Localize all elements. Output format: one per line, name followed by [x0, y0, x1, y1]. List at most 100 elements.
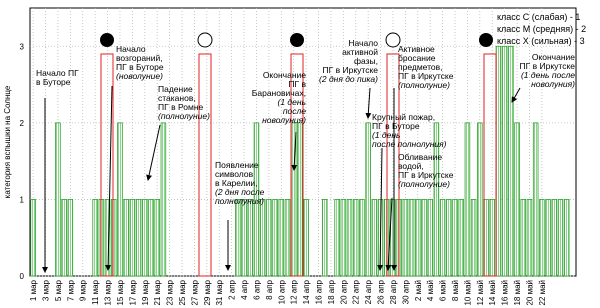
bar	[135, 199, 142, 277]
x-tick-label: 4 апр	[240, 279, 249, 299]
x-tick-label: 18 апр	[327, 279, 336, 304]
annotation-text: Начало ПГ	[36, 68, 79, 78]
bar	[92, 199, 98, 277]
x-tick-label: 22 май	[538, 280, 547, 306]
x-tick-label: 8 апр	[265, 279, 274, 299]
annotation-text: ПГ в Иркутске	[323, 65, 379, 75]
x-tick-label: 22 апр	[352, 279, 361, 304]
annotation-text: возгораний,	[116, 53, 163, 63]
bar	[551, 199, 558, 277]
bar	[439, 199, 446, 277]
bar	[117, 122, 123, 277]
bar	[30, 199, 36, 277]
annotation-text: бросание	[398, 53, 436, 63]
highlight-box	[290, 53, 304, 277]
x-tick-label: 20 апр	[339, 279, 348, 304]
bar	[160, 122, 167, 277]
annotation-text: Активное	[398, 44, 435, 54]
bar	[247, 199, 254, 277]
arrow	[385, 197, 393, 271]
annotation-text: Начало	[116, 44, 146, 54]
annotation-note: (полнолуние)	[398, 80, 450, 90]
bar	[495, 45, 502, 277]
y-tick-label: 2	[20, 119, 25, 128]
bar	[61, 199, 67, 277]
bar	[532, 122, 539, 277]
bar	[464, 122, 471, 277]
decorations	[100, 32, 497, 277]
annotation-text: Барановичах,	[252, 88, 306, 98]
annotation-note: (новолуние)	[116, 71, 163, 81]
annotation-text: ПГ в Ромне	[158, 102, 204, 112]
arrow	[377, 147, 384, 271]
bar	[266, 199, 272, 277]
x-tick-label: 25 мар	[178, 279, 187, 305]
x-tick-label: 8 май	[451, 280, 460, 301]
highlight-box	[386, 53, 400, 277]
annotation-note: (2 дня после	[215, 187, 265, 197]
x-tick-label: 14 апр	[302, 279, 311, 304]
bar	[371, 199, 378, 277]
x-tick-label: 21 мар	[153, 279, 162, 305]
moon-new	[100, 33, 114, 47]
bar	[67, 199, 74, 277]
bar	[427, 199, 433, 277]
x-tick-label: 6 май	[439, 280, 448, 301]
annotation-text: водой,	[398, 161, 424, 171]
annotation-note: (полнолуние)	[398, 179, 450, 189]
bar	[278, 199, 285, 277]
annotation-text: фазы,	[354, 56, 378, 66]
annotation-text: ПГ в Буторе	[116, 62, 164, 72]
annotation-text: в Карелии,	[215, 178, 258, 188]
highlight-box	[100, 53, 114, 277]
bar	[520, 199, 527, 277]
y-tick-label: 3	[20, 42, 25, 51]
legend-entry: класс С (слабая) - 1	[497, 12, 580, 22]
moon-new	[290, 33, 304, 47]
bar	[433, 122, 440, 277]
bar	[514, 122, 520, 277]
annotation-note: полнолуния)	[215, 196, 264, 206]
annotation-text: Окончание	[532, 52, 575, 62]
annotation-note: после полнолуния)	[372, 139, 447, 149]
x-tick-label: 31 мар	[215, 279, 224, 305]
moon-full	[197, 32, 213, 48]
bar	[501, 45, 508, 277]
bar	[489, 199, 495, 277]
x-tick-label: 19 мар	[141, 279, 150, 305]
x-tick-label: 16 май	[501, 280, 510, 306]
bar	[241, 199, 247, 277]
x-tick-label: 14 май	[488, 280, 497, 306]
arrow	[291, 131, 298, 171]
x-tick-label: 1 мар	[29, 279, 38, 301]
bar	[359, 199, 365, 277]
annotation-text: ПГ в	[288, 79, 306, 89]
highlight-box	[483, 53, 497, 277]
bar	[415, 199, 421, 277]
highlight-box	[198, 53, 212, 277]
bar	[321, 199, 328, 277]
annotation-note: новолуния)	[531, 79, 575, 89]
annotation-text: Обливание	[398, 152, 442, 162]
annotation-note: (1 день	[278, 97, 307, 107]
bar	[272, 199, 278, 277]
x-tick-label: 4 май	[426, 280, 435, 301]
x-tick-label: 26 апр	[377, 279, 386, 304]
annotation-text: ПГ в Иркутске	[398, 170, 454, 180]
legend-entry: класс М (средняя) - 2	[497, 24, 586, 34]
x-tick-label: 2 май	[414, 280, 423, 301]
moon-full	[385, 32, 401, 48]
bar	[352, 199, 359, 277]
x-tick-label: 17 мар	[128, 279, 137, 305]
bar	[421, 199, 427, 277]
x-tick-label: 11 мар	[91, 279, 100, 304]
bar	[297, 122, 303, 277]
bar	[259, 199, 266, 277]
annotation-text: Окончание	[263, 70, 306, 80]
annotation-text: ПГ в Иркутске	[398, 71, 454, 81]
bar	[346, 199, 353, 277]
x-tick-label: 10 апр	[277, 279, 286, 304]
bar	[303, 199, 309, 277]
annotation-text: предметов,	[398, 62, 443, 72]
